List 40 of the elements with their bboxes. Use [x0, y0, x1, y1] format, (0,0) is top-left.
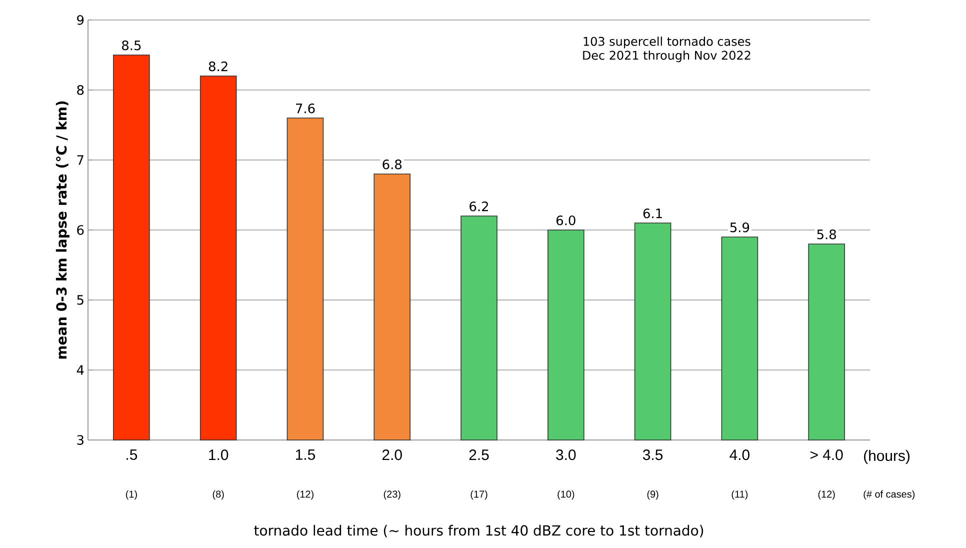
text: (# of cases): [864, 490, 915, 500]
data-label: 6.1: [643, 208, 662, 218]
x-tick-label: 1.5: [296, 450, 315, 460]
x-tick-label: 3.0: [556, 450, 576, 460]
data-label: 8.5: [122, 40, 141, 50]
text: (12): [818, 490, 835, 500]
text: (10): [558, 490, 574, 500]
text: (17): [470, 490, 488, 500]
data-label: 5.8: [817, 229, 836, 240]
y-tick-label: 8: [77, 85, 84, 95]
data-label: 7.6: [296, 103, 315, 114]
x-axis-title: tornado lead time (~ hours from 1st 40 dBZ core to 1st tornado): [254, 524, 704, 538]
data-label: 8.2: [208, 61, 228, 72]
y-tick-label: 4: [76, 365, 84, 375]
y-tick-label: 5: [77, 295, 84, 305]
annotation: Dec 2021 through Nov 2022: [583, 50, 750, 62]
x-tick-label: 1.0: [209, 450, 228, 460]
text: (12): [297, 490, 314, 500]
y-tick-label: 3: [77, 435, 84, 445]
text: (9): [647, 490, 658, 500]
y-tick-label: 9: [77, 15, 84, 25]
y-tick-label: 7: [77, 155, 84, 165]
y-axis-title: mean 0-3 km lapse rate (°C / km): [56, 101, 70, 359]
x-tick-label: 2.0: [382, 450, 402, 460]
y-tick-label: 6: [77, 225, 84, 235]
text: (11): [732, 490, 748, 500]
text: (23): [384, 490, 400, 500]
data-label: 5.9: [730, 222, 750, 232]
data-label: 6.8: [382, 159, 402, 170]
x-tick-label: 3.5: [642, 450, 663, 460]
data-label: 6.0: [556, 215, 576, 226]
x-tick-label: .5: [126, 450, 138, 460]
x-tick-label: 4.0: [730, 450, 750, 460]
x-tick-label: > 4.0: [810, 450, 843, 460]
text: (hours): [864, 450, 910, 464]
text: (1): [126, 490, 137, 500]
x-tick-label: 2.5: [469, 450, 489, 460]
text: (8): [212, 490, 224, 500]
annotation: 103 supercell tornado cases: [584, 36, 750, 48]
data-label: 6.2: [470, 201, 488, 212]
